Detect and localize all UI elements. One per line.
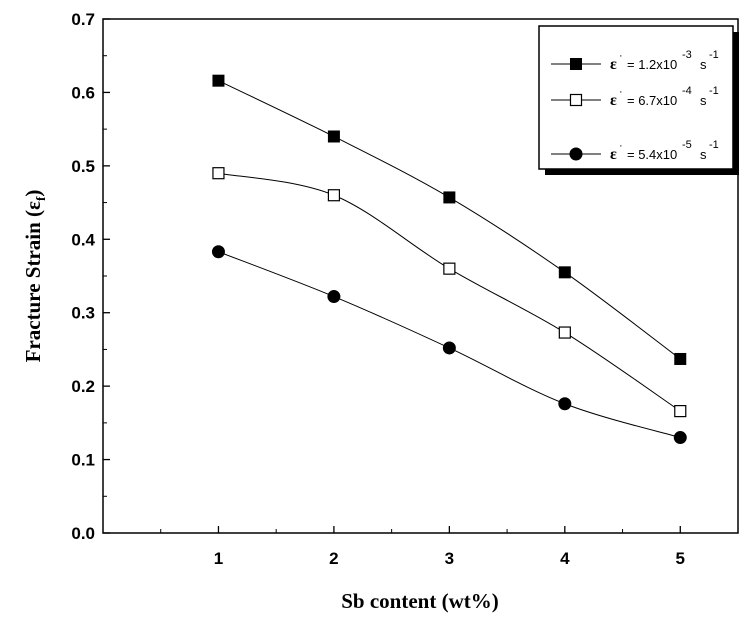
legend-unit: s — [700, 93, 707, 108]
legend-unit-exponent: -1 — [709, 85, 719, 97]
series-2-line — [218, 172, 681, 412]
legend-dot: · — [619, 86, 623, 98]
x-tick-label: 5 — [676, 549, 685, 568]
y-axis-title-main: Fracture Strain (ε — [21, 201, 45, 362]
legend-marker — [570, 58, 582, 70]
y-axis-title-subscript: f — [33, 196, 48, 201]
axes — [102, 18, 739, 534]
legend-value: = 5.4x10 — [627, 147, 677, 162]
y-tick-label: 0.5 — [71, 157, 95, 176]
series-2-point — [327, 189, 341, 202]
legend-unit-exponent: -1 — [709, 49, 719, 61]
legend-item-3: ε · = 5.4x10 -5 s-1 — [551, 139, 719, 163]
legend-exponent: -4 — [682, 85, 692, 97]
y-tick-label: 0.0 — [71, 524, 95, 543]
y-tick-label: 0.3 — [71, 304, 95, 323]
series-3-point — [558, 397, 572, 411]
legend-unit-exponent: -1 — [709, 139, 719, 151]
y-tick-label: 0.1 — [71, 451, 95, 470]
legend-item-1: ε · = 1.2x10 -3 s-1 — [551, 49, 719, 73]
y-tick-label: 0.7 — [71, 10, 95, 29]
legend-value: = 1.2x10 — [627, 57, 677, 72]
y-axis-title: Fracture Strain (εf) — [21, 190, 48, 363]
legend-symbol: ε — [610, 92, 617, 109]
legend-exponent: -5 — [682, 139, 692, 151]
legend-unit: s — [700, 147, 707, 162]
x-tick-label: 4 — [560, 549, 570, 568]
legend: ε ·= 1.2x10-3s-1ε ·= 6.7x10-4s-1ε ·= 5.4x10… — [538, 25, 739, 175]
legend-exponent: -3 — [682, 49, 692, 61]
series-3-point — [211, 245, 225, 259]
y-tick-label: 0.4 — [71, 230, 95, 249]
legend-dot: · — [619, 50, 623, 62]
legend-symbol: ε — [610, 146, 617, 163]
legend-value: = 6.7x10 — [627, 93, 677, 108]
series-1-point — [212, 74, 225, 87]
tick-labels: 0.0 0.1 0.2 0.3 0.4 0.5 0.6 0.7 1 2 3 4 5 — [71, 10, 685, 568]
x-tick-label: 1 — [214, 549, 223, 568]
legend-unit: s — [700, 57, 707, 72]
legend-dot: · — [619, 140, 623, 152]
series-3-point — [327, 290, 341, 304]
series-3-point — [673, 431, 687, 445]
series-2-point — [212, 167, 225, 180]
legend-marker — [569, 93, 583, 107]
series-1-point — [443, 191, 456, 204]
series-2-point — [558, 326, 571, 339]
legend-item-2: ε · = 6.7x10 -4 s-1 — [551, 85, 719, 109]
series-markers — [211, 74, 687, 445]
series-2-point — [674, 405, 687, 418]
series-2-point — [443, 262, 456, 275]
x-axis-title: Sb content (wt%) — [341, 589, 499, 613]
x-tick-label: 3 — [445, 549, 454, 568]
series-1-point — [327, 130, 340, 143]
y-tick-label: 0.2 — [71, 377, 95, 396]
series-3-point — [442, 341, 456, 355]
legend-symbol: ε — [610, 56, 617, 73]
x-tick-label: 2 — [329, 549, 338, 568]
y-tick-label: 0.6 — [71, 83, 95, 102]
series-1-point — [558, 266, 571, 279]
series-1-point — [674, 352, 687, 365]
legend-marker — [569, 147, 583, 161]
y-axis-title-close: ) — [21, 190, 45, 197]
